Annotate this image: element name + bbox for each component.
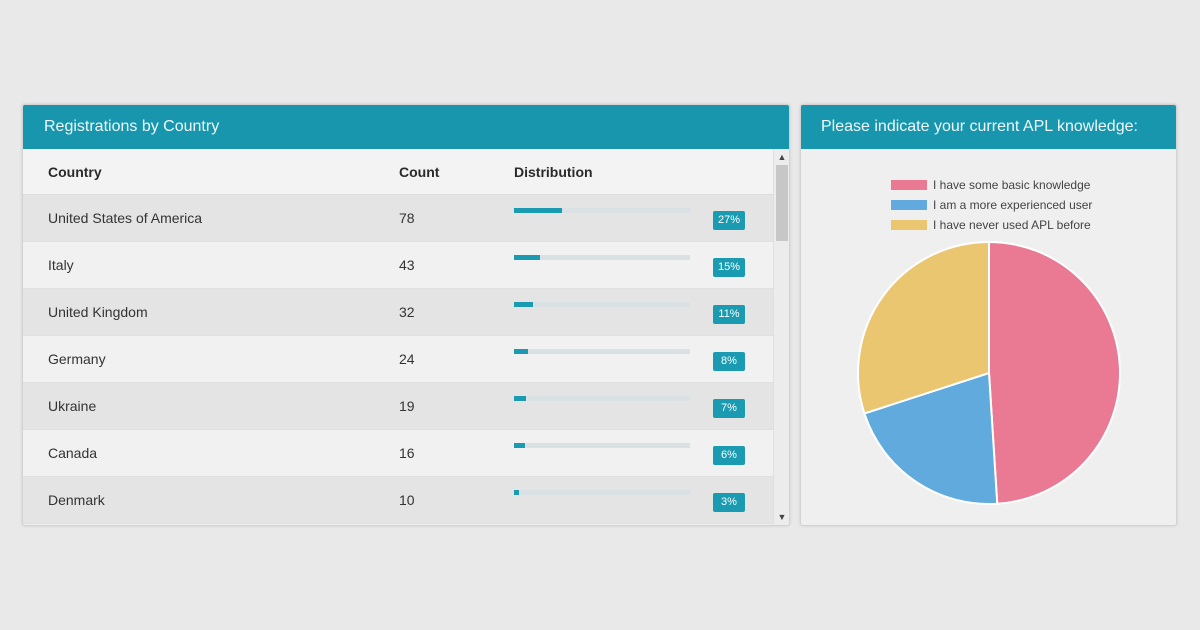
registrations-table: Country Count Distribution United States… xyxy=(23,149,773,525)
legend-item[interactable]: I am a more experienced user xyxy=(891,195,1092,215)
table-row[interactable]: Canada 16 6% xyxy=(23,430,773,477)
column-header-distribution[interactable]: Distribution xyxy=(494,149,773,194)
scrollbar-thumb[interactable] xyxy=(776,165,788,241)
distribution-bar-fill xyxy=(514,349,529,354)
legend-label: I am a more experienced user xyxy=(933,198,1093,212)
country-cell: Denmark xyxy=(48,492,105,508)
distribution-bar-fill xyxy=(514,255,541,260)
legend-label: I have never used APL before xyxy=(933,218,1091,232)
distribution-bar-track xyxy=(514,349,690,354)
table-row[interactable]: United Kingdom 32 11% xyxy=(23,289,773,336)
legend-swatch xyxy=(891,180,927,190)
distribution-cell: 15% xyxy=(494,242,773,288)
distribution-bar-track xyxy=(514,443,690,448)
chart-legend: I have some basic knowledge I am a more e… xyxy=(891,175,1092,235)
count-cell: 32 xyxy=(399,304,415,320)
country-cell: United Kingdom xyxy=(48,304,148,320)
distribution-bar-track xyxy=(514,490,690,495)
count-cell: 16 xyxy=(399,445,415,461)
country-cell: Canada xyxy=(48,445,98,461)
distribution-cell: 7% xyxy=(494,383,773,429)
table-row[interactable]: Italy 43 15% xyxy=(23,242,773,289)
column-header-distribution-label: Distribution xyxy=(514,163,593,180)
distribution-bar-fill xyxy=(514,208,562,213)
distribution-cell: 27% xyxy=(494,195,773,241)
legend-item[interactable]: I have never used APL before xyxy=(891,215,1092,235)
knowledge-panel-title: Please indicate your current APL knowled… xyxy=(801,105,1176,149)
percentage-badge: 3% xyxy=(713,493,745,512)
distribution-bar-track xyxy=(514,302,690,307)
table-header: Country Count Distribution xyxy=(23,149,773,195)
legend-item[interactable]: I have some basic knowledge xyxy=(891,175,1092,195)
table-scrollbar[interactable]: ▲ ▼ xyxy=(773,149,789,525)
country-cell: Ukraine xyxy=(48,398,97,414)
legend-swatch xyxy=(891,220,927,230)
legend-swatch xyxy=(891,200,927,210)
table-row[interactable]: Ukraine 19 7% xyxy=(23,383,773,430)
country-cell: Germany xyxy=(48,351,106,367)
distribution-bar-track xyxy=(514,255,690,260)
table-row[interactable]: Denmark 10 3% xyxy=(23,477,773,524)
distribution-cell: 11% xyxy=(494,289,773,335)
distribution-cell: 6% xyxy=(494,430,773,476)
distribution-bar-fill xyxy=(514,443,525,448)
pie-slice-0[interactable] xyxy=(988,240,1122,505)
table-body: United States of America 78 27% Italy 43 15% U… xyxy=(23,195,773,524)
pie-slice-1[interactable] xyxy=(863,371,999,505)
table-row[interactable]: Germany 24 8% xyxy=(23,336,773,383)
count-cell: 43 xyxy=(399,257,415,273)
distribution-bar-track xyxy=(514,208,690,213)
distribution-cell: 8% xyxy=(494,336,773,382)
knowledge-panel: Please indicate your current APL knowled… xyxy=(800,104,1177,526)
chevron-up-icon[interactable]: ▲ xyxy=(777,152,787,162)
legend-label: I have some basic knowledge xyxy=(933,178,1091,192)
percentage-badge: 11% xyxy=(713,305,745,324)
distribution-bar-fill xyxy=(514,302,534,307)
chevron-down-icon[interactable]: ▼ xyxy=(777,512,787,522)
country-cell: Italy xyxy=(48,257,74,273)
distribution-cell: 3% xyxy=(494,477,773,523)
distribution-bar-fill xyxy=(514,490,520,495)
registrations-panel-title: Registrations by Country xyxy=(23,105,789,149)
table-row[interactable]: United States of America 78 27% xyxy=(23,195,773,242)
percentage-badge: 7% xyxy=(713,399,745,418)
registrations-panel: Registrations by Country Country Count D… xyxy=(22,104,790,526)
percentage-badge: 6% xyxy=(713,446,745,465)
percentage-badge: 15% xyxy=(713,258,746,277)
pie-slice-2[interactable] xyxy=(857,240,990,415)
count-cell: 24 xyxy=(399,351,415,367)
percentage-badge: 27% xyxy=(713,211,746,230)
column-header-count[interactable]: Count xyxy=(399,163,440,180)
column-header-country[interactable]: Country xyxy=(48,163,102,180)
distribution-bar-fill xyxy=(514,396,527,401)
country-cell: United States of America xyxy=(48,210,203,226)
count-cell: 10 xyxy=(399,492,415,508)
knowledge-pie-chart xyxy=(857,240,1122,505)
count-cell: 19 xyxy=(399,398,415,414)
count-cell: 78 xyxy=(399,210,415,226)
percentage-badge: 8% xyxy=(713,352,745,371)
distribution-bar-track xyxy=(514,396,690,401)
